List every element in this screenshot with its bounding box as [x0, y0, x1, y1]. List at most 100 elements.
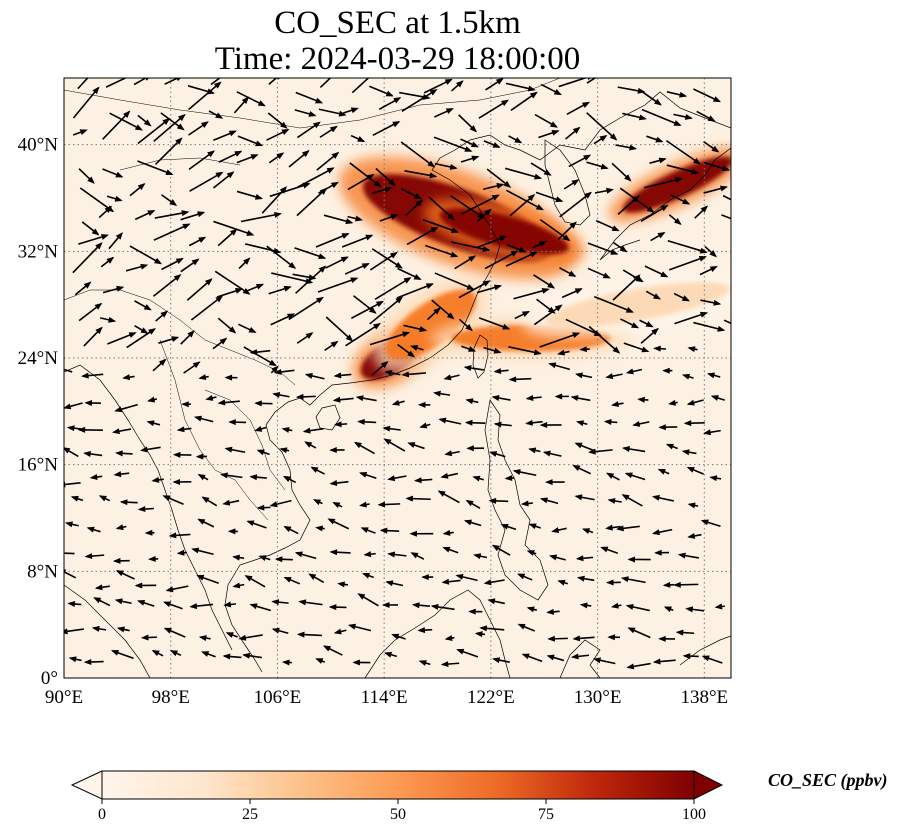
wind-arrow: [68, 656, 82, 663]
wind-arrow: [440, 472, 458, 479]
wind-arrow: [474, 631, 486, 638]
wind-arrow: [442, 529, 454, 536]
wind-arrow: [151, 649, 164, 657]
wind-arrow: [468, 608, 483, 615]
wind-arrow: [442, 546, 459, 554]
wind-arrow: [281, 659, 292, 666]
wind-arrow: [540, 83, 562, 96]
wind-arrow: [559, 267, 577, 277]
wind-arrow: [509, 193, 536, 217]
wind-arrow: [641, 108, 682, 126]
wind-arrow: [575, 555, 594, 562]
country-borders: [64, 78, 561, 521]
wind-arrow: [546, 608, 560, 615]
wind-arrow: [191, 547, 214, 556]
wind-arrow: [423, 78, 453, 94]
wind-arrow: [324, 340, 339, 352]
wind-arrow: [164, 78, 181, 85]
wind-arrow: [600, 546, 619, 555]
wind-arrow: [441, 578, 461, 585]
title-line-1: CO_SEC at 1.5km: [274, 5, 521, 41]
wind-arrow: [478, 317, 511, 330]
wind-arrow: [318, 108, 347, 117]
wind-arrow: [438, 417, 462, 425]
wind-arrow: [407, 442, 425, 450]
wind-arrow: [72, 242, 103, 274]
wind-arrow: [444, 450, 460, 457]
wind-arrow: [458, 114, 478, 133]
hainan-coast: [315, 404, 341, 431]
wind-arrow: [622, 112, 647, 121]
wind-arrow: [400, 141, 436, 168]
wind-arrow: [359, 501, 370, 508]
wind-arrow: [643, 177, 683, 189]
wind-arrow: [483, 579, 505, 586]
wind-arrow: [67, 600, 82, 607]
wind-arrow: [98, 495, 111, 502]
lon-tick-label: 122°E: [467, 687, 515, 708]
wind-arrow: [315, 525, 325, 532]
wind-arrow: [319, 125, 338, 138]
wind-arrow: [64, 368, 73, 373]
wind-arrow: [172, 451, 192, 458]
wind-arrow: [693, 321, 726, 332]
wind-arrow: [64, 402, 83, 410]
wind-arrow: [134, 582, 157, 589]
wind-arrow: [332, 396, 354, 403]
wind-arrow: [115, 570, 135, 580]
wind-arrow: [668, 214, 682, 226]
wind-arrow: [703, 140, 720, 153]
wind-arrow: [586, 161, 609, 170]
wind-arrow: [437, 490, 460, 504]
wind-arrow: [700, 299, 722, 306]
wind-arrow: [528, 523, 541, 530]
wind-arrow: [572, 464, 592, 475]
wind-arrow: [611, 162, 632, 182]
wind-arrow: [242, 652, 262, 659]
wind-arrow: [593, 657, 616, 665]
wind-arrow: [201, 496, 218, 507]
wind-arrow: [488, 497, 509, 504]
wind-arrow: [479, 625, 505, 632]
wind-arrow: [687, 532, 702, 539]
wind-arrow: [198, 374, 209, 381]
wind-arrow: [710, 395, 725, 401]
wind-arrow: [296, 187, 328, 217]
wind-arrow: [352, 659, 371, 666]
wind-arrow: [109, 112, 143, 131]
wind-arrow: [102, 168, 124, 178]
wind-arrow: [64, 569, 77, 579]
wind-arrow: [493, 368, 509, 375]
wind-arrow: [208, 110, 224, 119]
wind-arrow: [337, 581, 349, 588]
wind-arrow: [617, 195, 640, 215]
wind-arrow: [238, 634, 263, 641]
wind-arrow: [378, 97, 402, 110]
wind-arrow: [190, 295, 224, 321]
wind-arrow: [465, 398, 479, 405]
japan-plume: [609, 147, 731, 222]
wind-arrow: [319, 78, 332, 88]
wind-arrow: [536, 298, 556, 314]
wind-arrow: [417, 401, 431, 408]
wind-arrow: [642, 91, 662, 106]
title-line-2: Time: 2024-03-29 18:00:00: [214, 41, 581, 77]
lat-tick-label: 24°N: [18, 348, 59, 369]
wind-arrow: [212, 171, 235, 189]
wind-arrow: [317, 277, 359, 293]
wind-arrow: [369, 331, 411, 346]
wind-arrow: [425, 244, 459, 258]
wind-vectors: [64, 78, 731, 670]
wind-arrow: [440, 661, 460, 668]
wind-arrow: [418, 660, 431, 666]
wind-arrow: [296, 332, 314, 344]
wind-arrow: [110, 649, 134, 660]
wind-arrow: [586, 112, 618, 141]
wind-arrow: [357, 593, 379, 607]
wind-arrow: [249, 349, 271, 356]
wind-arrow: [542, 450, 562, 457]
wind-arrow: [282, 475, 297, 484]
wind-arrow: [375, 167, 396, 187]
wind-arrow: [637, 396, 649, 403]
wind-arrow: [213, 220, 255, 236]
